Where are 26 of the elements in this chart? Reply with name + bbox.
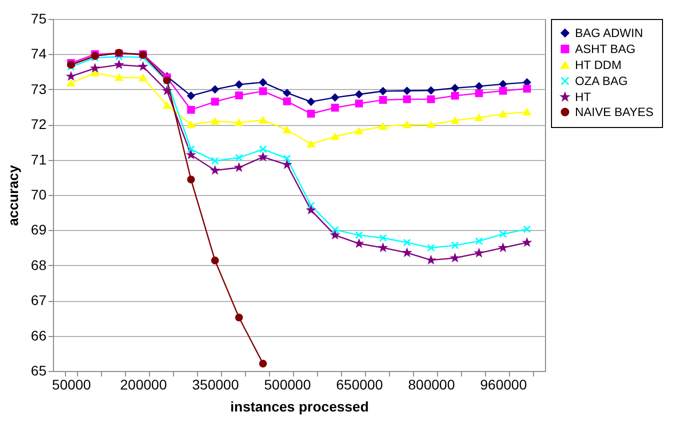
- legend-label: ASHT BAG: [575, 42, 636, 56]
- y-tick-label: 75: [30, 10, 47, 26]
- y-tick-label: 69: [30, 222, 47, 238]
- y-tick-label: 70: [30, 186, 47, 202]
- y-tick-label: 66: [30, 327, 47, 344]
- x-tick-label: 500000: [264, 376, 312, 392]
- y-tick-label: 68: [30, 256, 47, 273]
- x-tick-label: 50000: [52, 376, 92, 392]
- y-tick-label: 71: [30, 151, 47, 168]
- x-tick-label: 960000: [480, 376, 528, 392]
- legend-label: HT DDM: [575, 58, 622, 72]
- y-tick-label: 67: [30, 292, 47, 308]
- x-tick-label: 800000: [408, 376, 456, 392]
- x-tick-label: 650000: [336, 376, 384, 392]
- y-tick-label: 72: [30, 116, 47, 132]
- x-tick-label: 200000: [120, 376, 168, 392]
- y-tick-label: 65: [30, 362, 47, 378]
- legend-label: OZA BAG: [575, 74, 628, 88]
- legend-label: HT: [575, 90, 592, 104]
- y-axis-title: accuracy: [4, 164, 21, 226]
- y-tick-label: 74: [30, 46, 47, 62]
- x-axis-title: instances processed: [230, 398, 369, 414]
- legend-label: NAIVE BAYES: [575, 105, 654, 119]
- x-tick-label: 350000: [192, 376, 240, 392]
- legend-label: BAG ADWIN: [575, 26, 644, 40]
- y-tick-label: 73: [30, 80, 47, 97]
